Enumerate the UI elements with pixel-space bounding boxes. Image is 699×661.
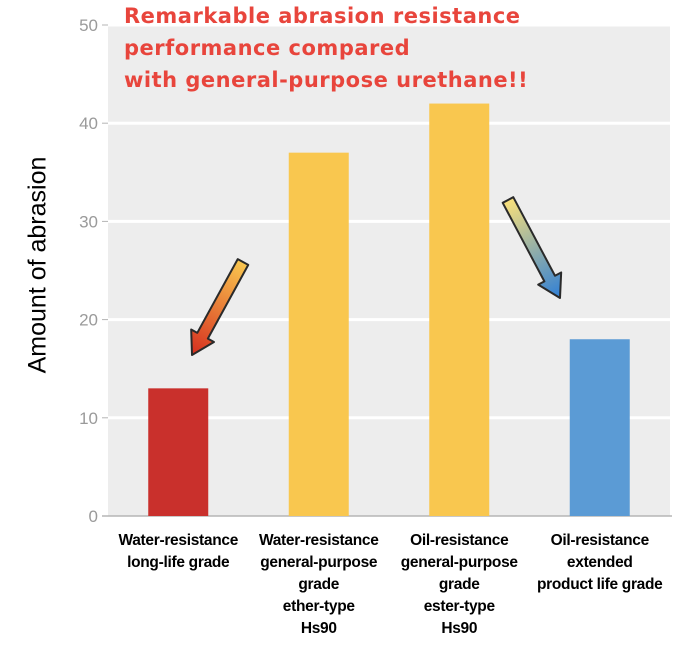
x-category-label-line: general-purpose bbox=[260, 554, 378, 571]
x-category-label-line: grade bbox=[298, 576, 340, 593]
annotation-arrow-red bbox=[190, 258, 250, 356]
chart-title-line-2: performance compared bbox=[124, 36, 411, 60]
x-category-label-line: Water-resistance bbox=[258, 532, 379, 549]
x-category-label-line: extended bbox=[566, 554, 633, 571]
y-tick-label: 50 bbox=[79, 16, 98, 35]
x-category-label-line: ester-type bbox=[423, 598, 495, 615]
x-category-label-line: Hs90 bbox=[441, 620, 478, 637]
x-category-label-line: product life grade bbox=[536, 576, 663, 593]
y-tick-label: 0 bbox=[89, 507, 98, 526]
x-category-label-line: Hs90 bbox=[300, 620, 337, 637]
chart-title-line-3: with general-purpose urethane!! bbox=[124, 68, 529, 92]
chart-title-line-1: Remarkable abrasion resistance bbox=[124, 4, 521, 28]
y-tick-label: 30 bbox=[79, 212, 98, 231]
y-axis-label: Amount of abrasion bbox=[23, 156, 52, 374]
annotation-arrow-blue bbox=[501, 196, 563, 299]
y-tick-label: 40 bbox=[79, 114, 98, 133]
x-category-label-2: Oil-resistance general-purpose grade ester-… bbox=[384, 530, 534, 640]
x-category-label-line: Water-resistance bbox=[118, 532, 239, 549]
x-category-label-line: Oil-resistance bbox=[410, 532, 509, 549]
y-tick-label: 10 bbox=[79, 409, 98, 428]
x-category-label-line: general-purpose bbox=[400, 554, 518, 571]
bar-0 bbox=[148, 388, 209, 516]
bar-2 bbox=[429, 103, 490, 516]
y-tick-label: 20 bbox=[79, 311, 98, 330]
x-category-label-line: Oil-resistance bbox=[550, 532, 650, 549]
x-category-label-line: long-life grade bbox=[127, 554, 230, 571]
x-category-label-line: grade bbox=[438, 576, 480, 593]
bar-1 bbox=[288, 152, 349, 516]
x-category-label-3: Oil-resistance extended product life grade bbox=[525, 530, 675, 596]
x-category-label-0: Water-resistance long-life grade bbox=[103, 530, 253, 574]
x-category-label-1: Water-resistance general-purpose grade ethe… bbox=[244, 530, 394, 640]
x-category-label-line: ether-type bbox=[282, 598, 355, 615]
bar-3 bbox=[569, 339, 630, 516]
